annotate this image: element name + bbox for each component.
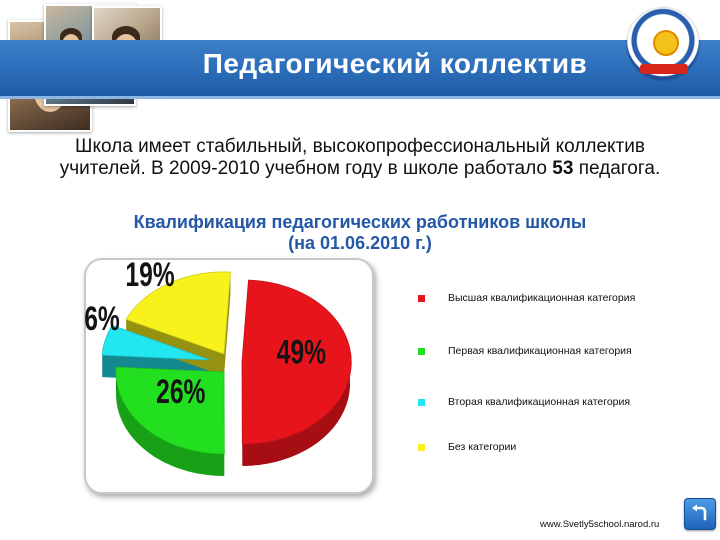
title-underline <box>0 96 720 99</box>
legend-item: Высшая квалификационная категория <box>418 292 708 306</box>
pie-slice-side <box>116 370 225 476</box>
intro-line-2: учителей. В 2009-2010 учебном году в шко… <box>20 158 700 180</box>
pie-label-4: 19% <box>125 258 174 294</box>
pie-label-2: 26% <box>156 373 205 411</box>
legend-swatch <box>418 295 425 302</box>
intro-line-2-start: учителей. В 2009-2010 учебном году в шко… <box>59 158 553 179</box>
page-title: Педагогический коллектив <box>202 48 588 79</box>
emblem-banner <box>640 64 688 74</box>
pie-chart: 49% 26% 6%19% <box>84 258 352 476</box>
footer-url[interactable]: www.Svetly5school.narod.ru <box>540 519 660 530</box>
intro-line-2-end: педагога. <box>573 158 661 179</box>
teacher-count: 53 <box>552 158 574 179</box>
intro-line-1: Школа имеет стабильный, высокопрофессион… <box>75 136 645 157</box>
legend-swatch <box>418 348 425 355</box>
pie-slice-2 <box>115 366 225 455</box>
pie-label-1: 49% <box>277 333 326 371</box>
title-bar <box>0 40 720 98</box>
chart-title: Квалификация педагогических работников ш… <box>133 212 587 232</box>
legend-label: Первая квалификационная категория <box>448 345 632 357</box>
legend-swatch <box>418 399 425 406</box>
legend-label: Вторая квалификационная категория <box>448 396 631 408</box>
legend-swatch <box>418 444 425 451</box>
legend-item: Вторая квалификационная категория <box>418 396 708 410</box>
pie-slice-4 <box>125 271 231 355</box>
chart-subtitle: (на 01.06.2010 г.) <box>288 233 432 253</box>
pie-label-3: 6% <box>84 300 120 338</box>
legend-label: Высшая квалификационная категория <box>448 292 636 304</box>
legend-item: Первая квалификационная категория <box>418 345 708 359</box>
legend-label: Без категории <box>448 441 517 453</box>
legend-item: Без категории <box>418 441 708 455</box>
chart-title-block: Квалификация педагогических работников ш… <box>80 212 640 254</box>
intro-text: Школа имеет стабильный, высокопрофессион… <box>20 136 700 180</box>
pie-slice-1 <box>241 279 352 445</box>
pie-slice-cut <box>224 272 231 376</box>
back-button[interactable] <box>684 498 716 530</box>
back-arrow-icon <box>692 504 707 521</box>
emblem-sun-icon <box>653 30 679 56</box>
pie-slice-3 <box>101 324 211 361</box>
